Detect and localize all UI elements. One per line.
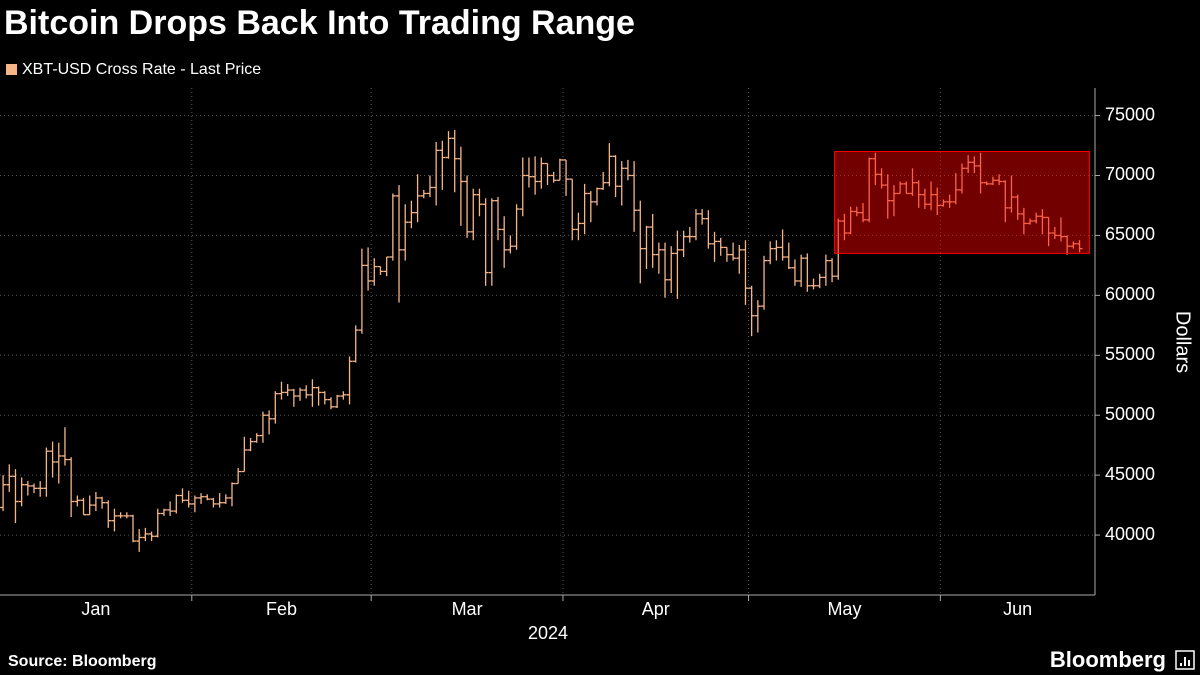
x-tick-label: Jun	[1003, 599, 1032, 619]
x-tick-label: Apr	[642, 599, 670, 619]
chart-title: Bitcoin Drops Back Into Trading Range	[4, 4, 635, 42]
brand: Bloomberg	[1050, 647, 1166, 672]
y-axis-label: Dollars	[1172, 311, 1194, 373]
legend-label: XBT-USD Cross Rate - Last Price	[22, 61, 261, 78]
range-highlight	[834, 151, 1090, 254]
x-tick-label: Feb	[266, 599, 297, 619]
x-tick-label: May	[827, 599, 861, 619]
y-tick-label: 40000	[1105, 524, 1155, 544]
y-tick-label: 65000	[1105, 224, 1155, 244]
legend-swatch	[6, 64, 17, 75]
y-tick-label: 70000	[1105, 164, 1155, 184]
x-axis-label: 2024	[528, 623, 568, 643]
x-tick-label: Mar	[452, 599, 483, 619]
y-tick-label: 45000	[1105, 464, 1155, 484]
ohlc-series	[0, 129, 1083, 552]
y-tick-label: 55000	[1105, 344, 1155, 364]
x-tick-label: Jan	[81, 599, 110, 619]
y-tick-label: 50000	[1105, 404, 1155, 424]
y-tick-label: 60000	[1105, 284, 1155, 304]
brand-icon	[1175, 650, 1195, 670]
source: Source: Bloomberg	[8, 653, 156, 670]
y-tick-label: 75000	[1105, 104, 1155, 124]
